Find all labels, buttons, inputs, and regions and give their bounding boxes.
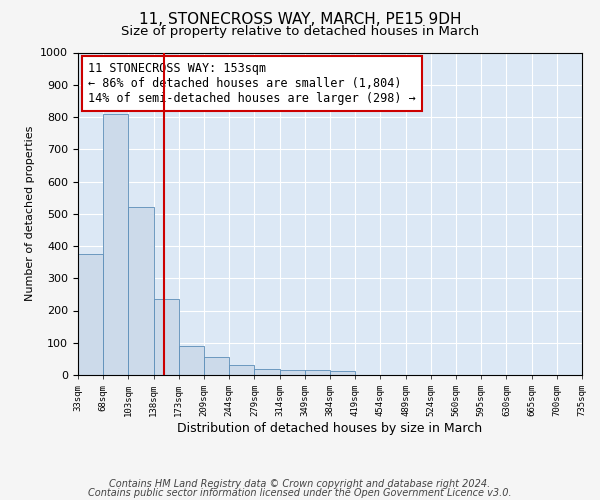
Bar	[280, 370, 305, 375]
Bar	[128, 208, 154, 375]
Bar	[179, 346, 204, 375]
Bar	[103, 114, 128, 375]
Text: Contains public sector information licensed under the Open Government Licence v3: Contains public sector information licen…	[88, 488, 512, 498]
X-axis label: Distribution of detached houses by size in March: Distribution of detached houses by size …	[178, 422, 482, 435]
Bar	[330, 371, 355, 375]
Bar	[204, 358, 229, 375]
Text: 11 STONECROSS WAY: 153sqm
← 86% of detached houses are smaller (1,804)
14% of se: 11 STONECROSS WAY: 153sqm ← 86% of detac…	[88, 62, 416, 105]
Bar	[78, 254, 103, 375]
Text: Size of property relative to detached houses in March: Size of property relative to detached ho…	[121, 25, 479, 38]
Bar	[229, 366, 254, 375]
Text: Contains HM Land Registry data © Crown copyright and database right 2024.: Contains HM Land Registry data © Crown c…	[109, 479, 491, 489]
Text: 11, STONECROSS WAY, MARCH, PE15 9DH: 11, STONECROSS WAY, MARCH, PE15 9DH	[139, 12, 461, 28]
Bar	[254, 368, 280, 375]
Y-axis label: Number of detached properties: Number of detached properties	[25, 126, 35, 302]
Bar	[154, 299, 179, 375]
Bar	[305, 370, 330, 375]
